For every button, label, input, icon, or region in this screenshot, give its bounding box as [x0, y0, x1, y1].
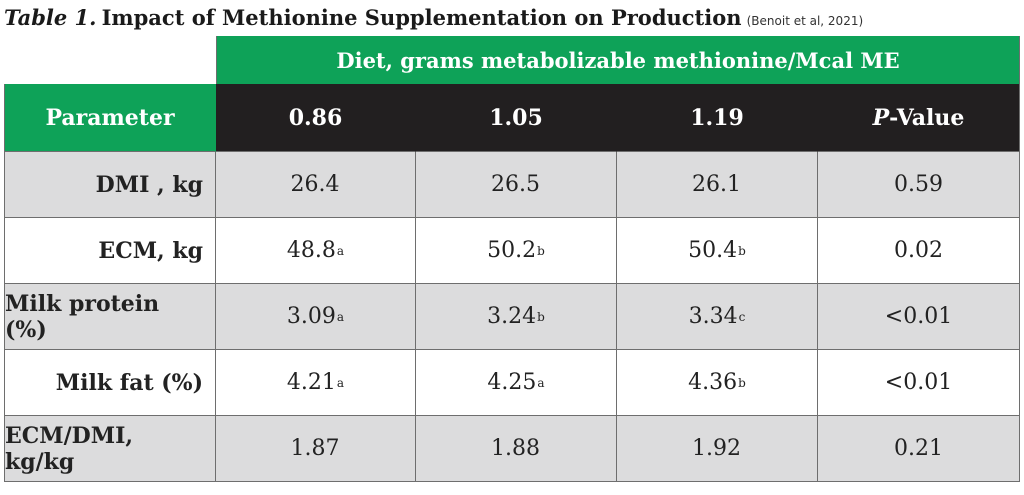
value-cell: 4.21 a: [216, 350, 416, 416]
header-parameter: Parameter: [4, 84, 216, 152]
p-letter: P: [872, 104, 890, 131]
value: 4.36: [688, 370, 738, 395]
p-value-cell: <0.01: [818, 350, 1020, 416]
row-label: ECM, kg: [4, 218, 216, 284]
superscript: b: [537, 243, 545, 258]
value: 50.2: [487, 238, 537, 263]
p-value-cell: 0.21: [818, 416, 1020, 482]
value-cell: 3.09 a: [216, 284, 416, 350]
value-cell: 26.5: [416, 152, 617, 218]
superscript: a: [336, 309, 345, 324]
superscript: b: [738, 375, 746, 390]
table-row: ECM/DMI, kg/kg 1.87 1.88 1.92 0.21: [4, 416, 1020, 482]
value-cell: 1.88: [416, 416, 617, 482]
citation: (Benoit et al, 2021): [746, 14, 864, 28]
table-number: Table 1.: [4, 5, 97, 30]
value-cell: 1.87: [216, 416, 416, 482]
superscript: b: [537, 309, 545, 324]
row-label: Milk protein (%): [4, 284, 216, 350]
value-cell: 50.2 b: [416, 218, 617, 284]
value-cell: 48.8 a: [216, 218, 416, 284]
row-label: DMI , kg: [4, 152, 216, 218]
value: 4.21: [286, 370, 336, 395]
p-suffix: -Value: [889, 104, 965, 131]
value-cell: 50.4 b: [617, 218, 818, 284]
header-row: Parameter 0.86 1.05 1.19 P -Value: [4, 84, 1020, 152]
banner-spacer: [4, 36, 216, 84]
row-label: ECM/DMI, kg/kg: [4, 416, 216, 482]
value-cell: 3.34 c: [617, 284, 818, 350]
header-diet-3: 1.19: [617, 84, 818, 152]
value-cell: 4.25 a: [416, 350, 617, 416]
superscript: a: [336, 375, 345, 390]
value: 3.24: [487, 304, 537, 329]
value-cell: 26.1: [617, 152, 818, 218]
value: 3.34: [688, 304, 738, 329]
results-table: Diet, grams metabolizable methionine/Mca…: [4, 36, 1020, 482]
table-row: DMI , kg 26.4 26.5 26.1 0.59: [4, 152, 1020, 218]
superscript: a: [537, 375, 545, 390]
header-p-value: P -Value: [818, 84, 1020, 152]
header-diet-2: 1.05: [416, 84, 617, 152]
row-label: Milk fat (%): [4, 350, 216, 416]
value: 1.92: [692, 436, 741, 461]
table-row: ECM, kg 48.8 a 50.2 b 50.4 b 0.02: [4, 218, 1020, 284]
diet-banner: Diet, grams metabolizable methionine/Mca…: [216, 36, 1020, 84]
value: 26.5: [491, 172, 540, 197]
value: 1.88: [491, 436, 540, 461]
p-value-cell: <0.01: [818, 284, 1020, 350]
table-row: Milk fat (%) 4.21 a 4.25 a 4.36 b <0.01: [4, 350, 1020, 416]
table-title: Impact of Methionine Supplementation on …: [101, 5, 742, 30]
value: 48.8: [286, 238, 336, 263]
value-cell: 26.4: [216, 152, 416, 218]
superscript: a: [336, 243, 345, 258]
value: 4.25: [487, 370, 537, 395]
value-cell: 3.24 b: [416, 284, 617, 350]
value: 26.1: [692, 172, 741, 197]
p-value-cell: 0.02: [818, 218, 1020, 284]
value: 50.4: [688, 238, 738, 263]
p-value-cell: 0.59: [818, 152, 1020, 218]
value: 3.09: [286, 304, 336, 329]
value: 26.4: [290, 172, 340, 197]
value-cell: 4.36 b: [617, 350, 818, 416]
table-caption: Table 1. Impact of Methionine Supplement…: [4, 3, 863, 33]
superscript: c: [738, 309, 746, 324]
banner-row: Diet, grams metabolizable methionine/Mca…: [4, 36, 1020, 84]
value: 1.87: [290, 436, 340, 461]
table-row: Milk protein (%) 3.09 a 3.24 b 3.34 c <0.01: [4, 284, 1020, 350]
value-cell: 1.92: [617, 416, 818, 482]
header-diet-1: 0.86: [216, 84, 416, 152]
superscript: b: [738, 243, 746, 258]
